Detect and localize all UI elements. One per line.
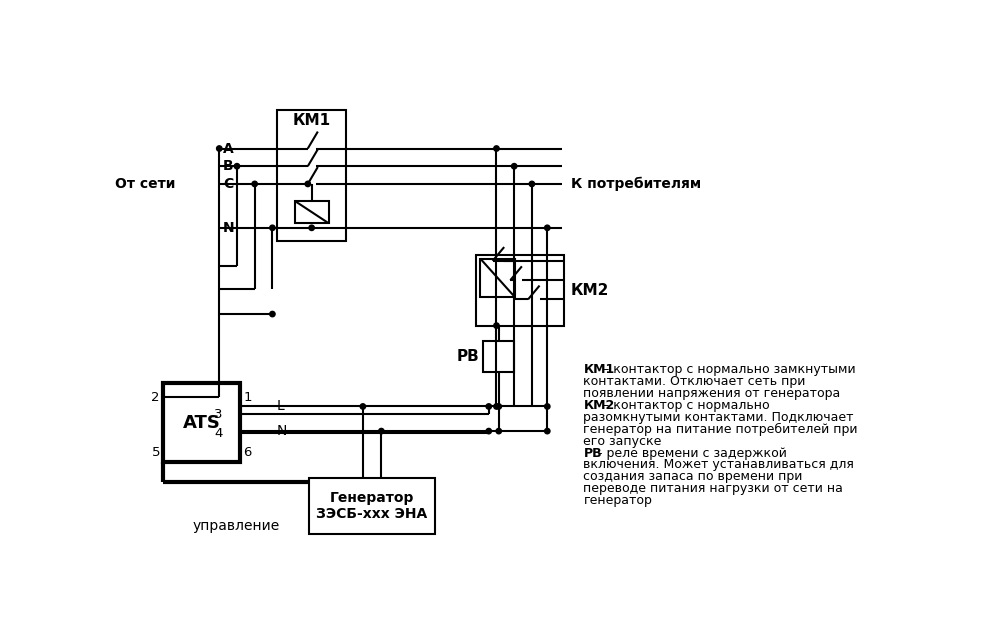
- Circle shape: [493, 404, 499, 409]
- Bar: [476, 255, 564, 325]
- Text: КМ1: КМ1: [292, 112, 330, 127]
- Text: разомкнутыми контактами. Подключает: разомкнутыми контактами. Подключает: [582, 411, 853, 424]
- Text: его запуске: его запуске: [582, 435, 661, 448]
- Circle shape: [493, 146, 499, 151]
- Text: управление: управление: [193, 519, 279, 533]
- Text: A: A: [223, 141, 234, 156]
- Circle shape: [234, 163, 240, 169]
- Circle shape: [496, 404, 501, 409]
- Circle shape: [269, 225, 274, 230]
- Text: генератор: генератор: [582, 494, 652, 507]
- Text: 4: 4: [214, 427, 223, 440]
- Text: К потребителям: К потребителям: [571, 176, 701, 191]
- Text: Генератор
ЗЭСБ-ххх ЭНА: Генератор ЗЭСБ-ххх ЭНА: [316, 490, 427, 521]
- Text: – контактор с нормально замкнутыми: – контактор с нормально замкнутыми: [598, 363, 855, 376]
- Circle shape: [511, 163, 516, 169]
- Text: КМ1: КМ1: [582, 363, 614, 376]
- Circle shape: [360, 404, 365, 409]
- Text: 1: 1: [243, 391, 251, 404]
- Circle shape: [486, 404, 491, 409]
- Text: КМ2: КМ2: [582, 399, 614, 412]
- Circle shape: [486, 428, 491, 434]
- Text: появлении напряжения от генератора: появлении напряжения от генератора: [582, 387, 840, 400]
- Text: C: C: [223, 177, 234, 191]
- Circle shape: [251, 181, 257, 187]
- Text: ATS: ATS: [183, 414, 221, 431]
- Circle shape: [269, 311, 274, 317]
- Circle shape: [544, 428, 550, 434]
- Text: - реле времени с задержкой: - реле времени с задержкой: [593, 447, 786, 460]
- Circle shape: [217, 146, 222, 151]
- Bar: [294, 201, 328, 223]
- Text: генератор на питание потребителей при: генератор на питание потребителей при: [582, 423, 857, 436]
- Text: N: N: [223, 221, 235, 235]
- Text: РВ: РВ: [456, 349, 479, 364]
- Bar: [309, 478, 434, 534]
- Text: N: N: [276, 424, 287, 438]
- Text: 6: 6: [243, 446, 251, 459]
- Circle shape: [309, 225, 314, 230]
- Text: создания запаса по времени при: создания запаса по времени при: [582, 470, 802, 484]
- Text: включения. Может устанавливаться для: включения. Может устанавливаться для: [582, 458, 854, 472]
- Text: 5: 5: [151, 446, 160, 459]
- Circle shape: [493, 323, 499, 328]
- Circle shape: [544, 225, 550, 230]
- Text: 3: 3: [214, 408, 223, 421]
- Text: – контактор с нормально: – контактор с нормально: [598, 399, 769, 412]
- Circle shape: [379, 428, 384, 434]
- Bar: [276, 110, 346, 241]
- Bar: [483, 341, 514, 372]
- Bar: [480, 259, 515, 297]
- Circle shape: [496, 428, 501, 434]
- Text: От сети: От сети: [115, 177, 175, 191]
- Text: переводе питания нагрузки от сети на: переводе питания нагрузки от сети на: [582, 482, 843, 495]
- Text: 2: 2: [151, 391, 160, 404]
- Text: контактами. Отключает сеть при: контактами. Отключает сеть при: [582, 375, 805, 388]
- Text: L: L: [276, 399, 284, 413]
- Circle shape: [529, 181, 534, 187]
- Text: B: B: [223, 160, 234, 173]
- Text: РВ: РВ: [582, 447, 601, 460]
- Text: КМ2: КМ2: [570, 283, 608, 298]
- Circle shape: [544, 404, 550, 409]
- Bar: [163, 383, 240, 462]
- Circle shape: [305, 181, 310, 187]
